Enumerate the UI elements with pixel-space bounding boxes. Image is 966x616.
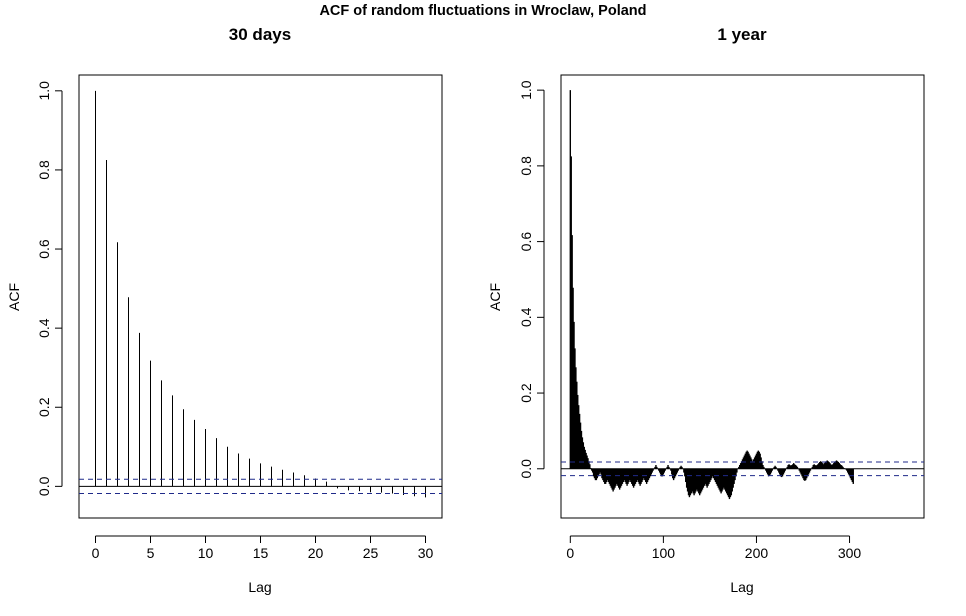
x-tick-label: 10: [198, 545, 214, 561]
x-tick-label: 25: [363, 545, 379, 561]
y-tick-label: 1.0: [518, 80, 534, 100]
y-tick-label: 0.4: [36, 318, 52, 338]
x-tick-label: 0: [566, 545, 574, 561]
x-tick-label: 30: [418, 545, 434, 561]
y-tick-label: 0.4: [518, 307, 534, 327]
y-tick-label: 0.6: [36, 239, 52, 259]
x-tick-label: 20: [308, 545, 324, 561]
x-tick-label: 100: [652, 545, 676, 561]
y-tick-label: 1.0: [36, 81, 52, 101]
y-tick-label: 0.0: [518, 459, 534, 479]
x-tick-label: 5: [147, 545, 155, 561]
acf-panel-30-days: 30 days Lag ACF 0 5 10 15 20 25 30 0.0 0.2 0.4 0.6…: [6, 25, 443, 595]
plot-frame-1-year: [560, 74, 925, 519]
y-tick-label: 0.8: [36, 160, 52, 180]
y-tick-label: 0.8: [518, 156, 534, 176]
x-axis-label-1-year: Lag: [730, 579, 753, 595]
y-tick-label: 0.0: [36, 476, 52, 496]
y-axis-label-1-year: ACF: [487, 283, 503, 311]
x-axis-label-30-days: Lag: [248, 579, 271, 595]
x-tick-label: 200: [745, 545, 769, 561]
y-tick-label: 0.6: [518, 232, 534, 252]
panel-title-1-year: 1 year: [717, 25, 767, 44]
y-tick-label: 0.2: [518, 383, 534, 403]
y-tick-label: 0.2: [36, 397, 52, 417]
x-tick-label: 0: [92, 545, 100, 561]
plot-frame-30-days: [78, 74, 443, 519]
figure-title: ACF of random fluctuations in Wroclaw, P…: [319, 3, 646, 19]
y-axis-label-30-days: ACF: [6, 283, 22, 311]
x-tick-label: 15: [253, 545, 269, 561]
x-tick-label: 300: [838, 545, 862, 561]
panel-title-30-days: 30 days: [229, 25, 291, 44]
acf-panel-1-year: 1 year Lag ACF 0 100 200 300 0.0 0.2 0.4 0.6 0.8…: [487, 25, 925, 595]
